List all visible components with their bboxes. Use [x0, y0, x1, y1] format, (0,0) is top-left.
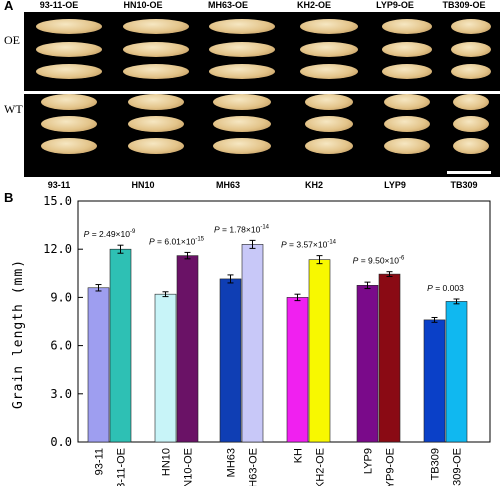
rice-grain: [41, 116, 97, 132]
p-value-annotation: P = 3.57×10-14: [281, 240, 337, 250]
rice-grain: [213, 94, 271, 110]
rice-grain: [128, 116, 184, 132]
rice-grain: [382, 63, 432, 79]
x-tick-label: 93-11: [94, 448, 106, 475]
x-tick-label: MH63-OE: [248, 448, 260, 486]
rice-grain: [123, 41, 189, 57]
row-label-oe: OE: [4, 33, 20, 47]
chart-bars: 93-11 93-11-OE HN10 HN10-OE MH63 MH63-OE KH KH2…: [87, 239, 468, 486]
bar: [423, 319, 446, 443]
bottom-label-lyp9: LYP9: [384, 180, 406, 190]
rice-grain: [41, 138, 97, 154]
bar: [154, 293, 177, 443]
bar: [87, 287, 110, 443]
rice-grain: [384, 138, 430, 154]
x-tick-label: LYP9: [363, 448, 375, 474]
rice-grain: [213, 116, 271, 132]
bar: [219, 278, 242, 443]
rice-grain: [128, 138, 184, 154]
photo-divider: [24, 91, 500, 94]
x-tick-label: KH: [293, 448, 305, 463]
bar: [109, 248, 132, 443]
bar: [445, 301, 468, 443]
grain-length-chart: 0.0 3.0 6.0 9.0 12.0 15.0 93-11 93-11-OE HN10 HN…: [11, 194, 491, 486]
rice-grain: [300, 41, 358, 57]
rice-grain: [209, 18, 275, 34]
x-tick-label: TB309: [430, 448, 442, 480]
bottom-label-hn10: HN10: [131, 180, 155, 190]
x-tick-label: MH63: [226, 448, 238, 477]
grain-photo: [24, 12, 500, 177]
p-value-annotation: P = 9.50×10-6: [353, 256, 405, 266]
bottom-label-93-11: 93-11: [47, 180, 71, 190]
bar: [356, 285, 379, 443]
bottom-label-kh2: KH2: [304, 180, 323, 190]
rice-grain: [300, 18, 358, 34]
rice-grain: [305, 116, 353, 132]
top-label-hn10-oe: HN10-OE: [123, 0, 163, 10]
rice-grain: [453, 94, 489, 110]
rice-grain: [41, 94, 97, 110]
x-tick-label: TB309-OE: [452, 448, 464, 486]
bar: [241, 244, 264, 443]
y-axis-label: Grain length (mm): [11, 259, 26, 409]
rice-grain: [453, 138, 489, 154]
top-label-tb309-oe: TB309-OE: [442, 0, 486, 10]
rice-grain: [384, 116, 430, 132]
chart-axes: 0.0 3.0 6.0 9.0 12.0 15.0: [43, 194, 491, 449]
scale-bar: [447, 171, 491, 174]
bar: [378, 273, 401, 443]
bar: [308, 259, 331, 443]
rice-grain: [209, 41, 275, 57]
rice-grain: [382, 18, 432, 34]
rice-grain: [36, 18, 102, 34]
rice-grain: [209, 63, 275, 79]
x-tick-label: LYP9-OE: [385, 448, 397, 486]
rice-grain: [123, 63, 189, 79]
rice-grain: [305, 138, 353, 154]
rice-grain: [36, 63, 102, 79]
y-tick-label: 15.0: [43, 194, 72, 208]
rice-grain: [382, 41, 432, 57]
rice-grain: [305, 94, 353, 110]
rice-grain: [384, 94, 430, 110]
p-value-annotation: P = 1.78×10-14: [214, 224, 270, 234]
top-label-lyp9-oe: LYP9-OE: [376, 0, 414, 10]
bar: [286, 297, 309, 443]
bottom-label-mh63: MH63: [215, 180, 240, 190]
bottom-label-tb309: TB309: [450, 180, 478, 190]
rice-grain: [453, 116, 489, 132]
p-value-annotation: P = 2.49×10-9: [84, 229, 136, 239]
rice-grain: [300, 63, 358, 79]
top-label-93-11-oe: 93-11-OE: [39, 0, 79, 10]
rice-grain: [451, 41, 491, 57]
row-label-wt: WT: [4, 102, 23, 116]
rice-grain: [36, 41, 102, 57]
rice-grain: [128, 94, 184, 110]
plot-frame: [77, 200, 491, 443]
rice-grain: [213, 138, 271, 154]
panel-b-letter: B: [4, 190, 14, 205]
rice-grain: [451, 18, 491, 34]
y-tick-label: 9.0: [50, 290, 72, 304]
rice-grain: [451, 63, 491, 79]
top-label-mh63-oe: MH63-OE: [207, 0, 248, 10]
y-tick-label: 12.0: [43, 242, 72, 256]
bar: [176, 255, 199, 443]
x-tick-label: HN10-OE: [183, 448, 195, 486]
y-tick-label: 6.0: [50, 339, 72, 353]
p-value-annotation: P = 6.01×10-15: [149, 236, 205, 246]
chart-annotations: P = 2.49×10-9 P = 6.01×10-15 P = 1.78×10-1…: [84, 224, 464, 293]
x-tick-label: 93-11-OE: [116, 448, 128, 486]
y-tick-label: 3.0: [50, 387, 72, 401]
panel-a-letter: A: [4, 0, 14, 13]
x-tick-label: HN10: [161, 448, 173, 476]
y-tick-label: 0.0: [50, 435, 72, 449]
p-value-annotation: P = 0.003: [427, 283, 464, 293]
x-tick-label: KH2-OE: [315, 448, 327, 486]
rice-grain: [123, 18, 189, 34]
top-label-kh2-oe: KH2-OE: [296, 0, 331, 10]
